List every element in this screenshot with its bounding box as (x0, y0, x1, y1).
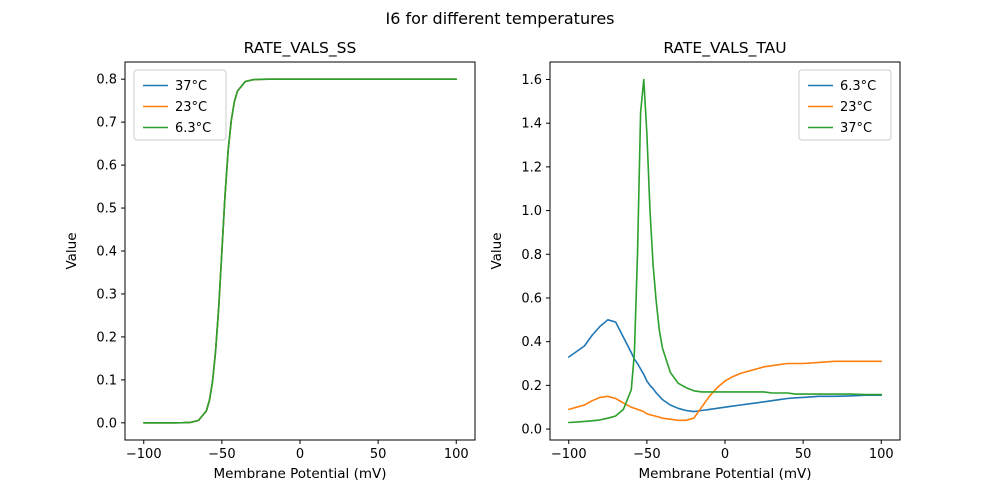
y-tick-label: 0.7 (96, 116, 117, 131)
legend-label: 6.3°C (175, 121, 211, 136)
ss-chart: RATE_VALS_SS −100 −50 0 50 100 0.0 0.1 0.2 0.3 0.4… (64, 39, 476, 482)
series-line (568, 318, 883, 413)
y-tick-label: 1.6 (521, 73, 542, 88)
y-tick-label: 0.1 (96, 373, 117, 388)
x-tick-label: −50 (633, 447, 660, 462)
legend-label: 23°C (175, 100, 207, 115)
x-tick-label: 100 (869, 447, 894, 462)
x-tick-label: 0 (721, 447, 729, 462)
chart-title: RATE_VALS_TAU (663, 39, 786, 58)
x-tick-label: −100 (551, 447, 587, 462)
legend-box (133, 69, 227, 141)
y-tick-label: 0.0 (96, 416, 117, 431)
x-tick-label: −50 (208, 447, 235, 462)
tau-chart: RATE_VALS_TAU −100 −50 0 50 100 0.0 0.2 0.4 0.6 0.… (489, 39, 901, 482)
legend-label: 37°C (175, 79, 207, 94)
y-tick-label: 0.2 (96, 330, 117, 345)
y-axis-label: Value (64, 232, 80, 269)
y-tick-label: 0.2 (521, 379, 542, 394)
series-line (143, 78, 458, 424)
legend-label: 6.3°C (840, 79, 876, 94)
x-tick-label: 100 (444, 447, 469, 462)
series-line (568, 78, 883, 424)
y-tick-label: 0.3 (96, 287, 117, 302)
legend-label: 37°C (840, 121, 872, 136)
legend-label: 23°C (840, 100, 872, 115)
figure-title: I6 for different temperatures (385, 9, 615, 28)
x-tick-label: 50 (370, 447, 387, 462)
x-tick-label: 50 (795, 447, 812, 462)
legend-box (798, 69, 892, 141)
x-tick-label: 0 (296, 447, 304, 462)
y-tick-label: 0.6 (521, 291, 542, 306)
series-line (568, 360, 883, 422)
y-axis-label: Value (489, 232, 505, 269)
x-axis-label: Membrane Potential (mV) (213, 466, 386, 482)
y-tick-label: 1.2 (521, 160, 542, 175)
y-tick-label: 0.8 (521, 248, 542, 263)
x-tick-label: −100 (126, 447, 162, 462)
y-tick-label: 0.8 (96, 73, 117, 88)
x-axis-label: Membrane Potential (mV) (638, 466, 811, 482)
y-tick-label: 1.0 (521, 204, 542, 219)
y-tick-label: 0.5 (96, 202, 117, 217)
y-tick-label: 0.4 (521, 335, 542, 350)
y-tick-label: 0.0 (521, 423, 542, 438)
chart-title: RATE_VALS_SS (244, 39, 357, 58)
y-tick-label: 0.4 (96, 245, 117, 260)
y-tick-label: 1.4 (521, 117, 542, 132)
y-tick-label: 0.6 (96, 159, 117, 174)
